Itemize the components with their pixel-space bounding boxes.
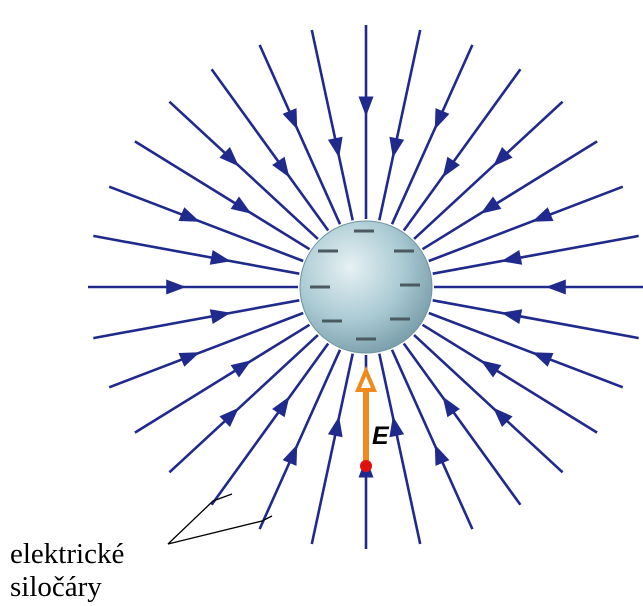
field-line-arrow bbox=[501, 250, 523, 265]
vector-arrowhead bbox=[354, 365, 378, 392]
field-line bbox=[402, 342, 522, 506]
field-line bbox=[310, 353, 354, 545]
field-line bbox=[258, 44, 342, 225]
negative-charge-mark bbox=[394, 249, 414, 253]
field-line-arrow bbox=[493, 147, 513, 167]
negative-charge-mark bbox=[390, 317, 410, 321]
field-line-arrow bbox=[230, 196, 252, 214]
field-line bbox=[413, 100, 564, 240]
field-line-arrow bbox=[209, 250, 231, 265]
pointer-line-1 bbox=[167, 493, 233, 545]
field-line bbox=[402, 68, 522, 232]
field-line bbox=[134, 323, 311, 434]
negative-charge-mark bbox=[318, 249, 338, 253]
negative-charge-mark bbox=[322, 319, 342, 323]
field-line bbox=[421, 323, 598, 434]
field-line-arrow bbox=[545, 279, 566, 295]
field-line-arrow bbox=[434, 444, 450, 466]
caption-line-1: elektrické bbox=[10, 538, 125, 570]
field-line-arrow bbox=[272, 156, 290, 178]
field-line bbox=[413, 334, 564, 474]
field-line-arrow bbox=[442, 396, 460, 418]
field-line bbox=[93, 234, 300, 275]
field-line bbox=[432, 299, 639, 340]
vector-origin-point bbox=[360, 460, 372, 472]
field-line-arrow bbox=[219, 147, 239, 167]
field-line-arrow bbox=[501, 309, 523, 324]
field-line bbox=[390, 349, 474, 530]
field-line bbox=[210, 342, 330, 506]
field-line-arrow bbox=[480, 196, 502, 214]
field-line bbox=[310, 29, 354, 221]
caption-line-2: siločáry bbox=[10, 571, 102, 603]
negative-charge-mark bbox=[356, 337, 376, 341]
field-line bbox=[210, 68, 330, 232]
field-line-arrow bbox=[178, 207, 200, 222]
field-line-arrow bbox=[209, 309, 231, 324]
field-line-arrow bbox=[442, 156, 460, 178]
field-line-arrow bbox=[389, 416, 405, 438]
field-line bbox=[108, 311, 304, 389]
field-line bbox=[258, 349, 342, 530]
caption: elektrické siločáry bbox=[10, 538, 124, 604]
field-line bbox=[378, 353, 422, 545]
field-line bbox=[168, 100, 319, 240]
field-line-arrow bbox=[434, 108, 450, 130]
field-line-arrow bbox=[230, 360, 252, 378]
field-line-arrow bbox=[358, 96, 374, 117]
field-line-arrow bbox=[327, 416, 343, 438]
field-line bbox=[421, 140, 598, 251]
field-line-arrow bbox=[480, 360, 502, 378]
field-lines bbox=[88, 25, 643, 549]
field-line-arrow bbox=[178, 352, 200, 367]
pointer-line-2 bbox=[167, 515, 273, 545]
field-line-arrow bbox=[282, 108, 298, 130]
field-line bbox=[108, 185, 304, 263]
field-line bbox=[93, 299, 300, 340]
negative-charge-mark bbox=[310, 285, 330, 289]
field-line bbox=[428, 311, 624, 389]
field-line bbox=[378, 29, 422, 221]
negative-charge-mark bbox=[400, 283, 420, 287]
field-line-arrow bbox=[493, 407, 513, 427]
field-line-arrow bbox=[282, 444, 298, 466]
field-line-arrow bbox=[532, 352, 554, 367]
field-line bbox=[168, 334, 319, 474]
field-line-arrow bbox=[166, 279, 187, 295]
field-line-arrow bbox=[532, 207, 554, 222]
field-line bbox=[390, 44, 474, 225]
field-line-arrow bbox=[219, 407, 239, 427]
field-line-arrow bbox=[272, 396, 290, 418]
negative-charge-mark bbox=[354, 229, 374, 233]
caption-pointer-lines bbox=[167, 493, 273, 545]
field-line-arrow bbox=[327, 136, 343, 158]
field-line bbox=[428, 185, 624, 263]
sphere-charges bbox=[310, 229, 420, 341]
field-line bbox=[432, 234, 639, 275]
field-vector-e: E bbox=[354, 365, 390, 472]
field-line bbox=[134, 140, 311, 251]
field-line-arrow bbox=[389, 136, 405, 158]
vector-label-e: E bbox=[372, 422, 390, 450]
